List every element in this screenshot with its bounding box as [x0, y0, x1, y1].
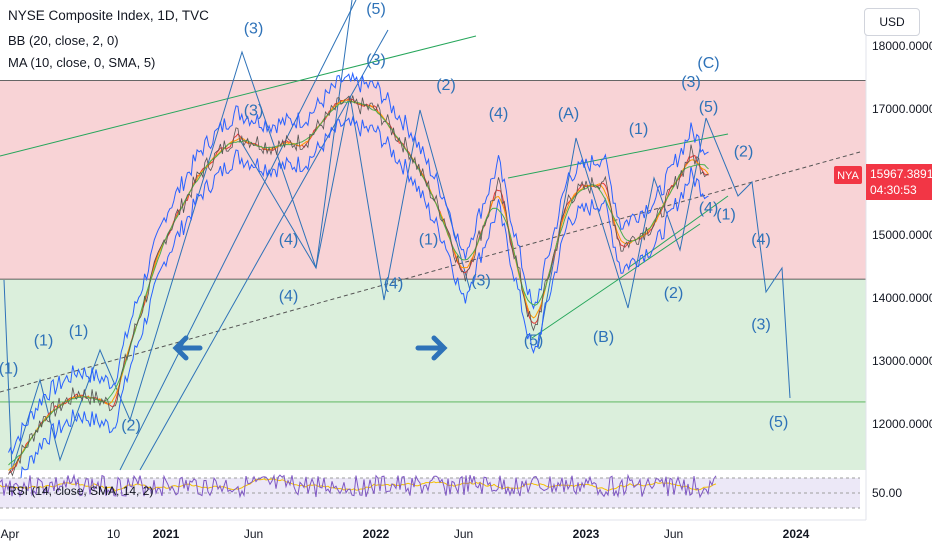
bb-upper-band	[8, 71, 709, 455]
time-tick-label: 10	[107, 527, 121, 541]
resistance-zone	[0, 80, 866, 280]
wave-label[interactable]: (4)	[384, 276, 404, 293]
wave-label[interactable]: (1)	[0, 361, 18, 378]
time-axis[interactable]: Apr 10 2021 Jun 2022 Jun 2023 Jun 2024	[1, 527, 810, 541]
wave-label[interactable]: (3)	[244, 102, 264, 119]
wave-label[interactable]: (5)	[699, 99, 719, 116]
time-tick-label: Jun	[244, 527, 263, 541]
wave-label[interactable]: (2)	[436, 77, 456, 94]
wave-label[interactable]: (B)	[593, 329, 614, 346]
price-badge	[866, 164, 932, 200]
time-tick-label: 2021	[153, 527, 180, 541]
price-tick-label: 14000.0000	[872, 291, 932, 305]
channel-bottom-line[interactable]	[627, 195, 729, 269]
wave-projection[interactable]	[705, 117, 791, 399]
time-tick-label: Jun	[664, 527, 683, 541]
wave-label[interactable]: (3)	[366, 52, 386, 69]
price-badge-countdown: 04:30:53	[870, 183, 917, 197]
time-tick-label: 2022	[363, 527, 390, 541]
time-tick-label: Apr	[1, 527, 20, 541]
wave-path-3[interactable]	[537, 117, 707, 349]
wave-label[interactable]: (1)	[34, 332, 54, 349]
price-tick-label: 13000.0000	[872, 354, 932, 368]
price-tick-label: 18000.0000	[872, 39, 932, 53]
wave-label[interactable]: (2)	[734, 143, 754, 160]
wave-path-2[interactable]	[239, 95, 471, 301]
support-zone	[0, 279, 866, 470]
wave-label[interactable]: (3)	[244, 20, 264, 37]
drawing-layer[interactable]	[0, 0, 861, 471]
wave-steep-line-1[interactable]	[119, 0, 357, 471]
wave-label[interactable]: (4)	[279, 231, 299, 248]
time-tick-label: 2023	[573, 527, 600, 541]
time-tick-label: 2024	[783, 527, 810, 541]
price-tick-label: 15000.0000	[872, 228, 932, 242]
price-tick-label: 12000.0000	[872, 417, 932, 431]
wave-path-1[interactable]	[3, 0, 353, 471]
right-arrow-icon	[415, 335, 448, 361]
chart-title[interactable]: NYSE Composite Index, 1D, TVC	[8, 8, 209, 23]
wave-label[interactable]: (A)	[558, 105, 579, 122]
bb-lower-band	[8, 115, 709, 499]
price-axis[interactable]: 18000.000017000.000016000.000015000.0000…	[872, 39, 932, 431]
price-badge-value: 15967.3891	[870, 167, 932, 181]
wave-label[interactable]: (4)	[489, 105, 509, 122]
rsi-pane[interactable]: 50.00	[0, 473, 902, 509]
wave-label[interactable]: (5)	[366, 1, 386, 18]
ma-line-3	[8, 100, 709, 466]
wave-label[interactable]: (1)	[716, 206, 736, 223]
wave-label[interactable]: (1)	[419, 231, 439, 248]
wave-label[interactable]: (2)	[121, 417, 141, 434]
wave-label[interactable]: (1)	[629, 121, 649, 138]
dashed-trend-line[interactable]	[0, 151, 861, 393]
wave-label[interactable]: (1)	[69, 323, 89, 340]
price-tick-label: 17000.0000	[872, 102, 932, 116]
wave-label[interactable]: (3)	[751, 317, 771, 334]
wave-label[interactable]: (4)	[751, 231, 771, 248]
wave-label[interactable]: (4)	[699, 200, 719, 217]
wedge-bottom-line[interactable]	[531, 223, 701, 339]
rsi-line	[0, 473, 717, 499]
bollinger-bands	[8, 71, 709, 499]
wave-label[interactable]: (2)	[664, 285, 684, 302]
symbol-badge-text: NYA	[837, 170, 859, 182]
wave-label[interactable]: (C)	[697, 55, 719, 72]
currency-button[interactable]: USD	[864, 8, 920, 36]
symbol-badge	[834, 166, 862, 184]
rsi-indicator-legend[interactable]: RSI (14, close, SMA, 14, 2)	[8, 484, 154, 498]
channel-top-line[interactable]	[507, 133, 729, 179]
wave-steep-line-2[interactable]	[139, 29, 389, 471]
price-line	[8, 95, 709, 477]
left-arrow-icon	[172, 335, 203, 361]
time-tick-label: Jun	[454, 527, 473, 541]
wave-label[interactable]: (4)	[279, 288, 299, 305]
upper-trend-line[interactable]	[0, 35, 477, 157]
rsi-level-label: 50.00	[872, 486, 902, 500]
wave-label[interactable]: (3)	[681, 74, 701, 91]
wave-label[interactable]: (5)	[769, 414, 789, 431]
bb-indicator-legend[interactable]: BB (20, close, 2, 0)	[8, 33, 119, 48]
ma-indicator-legend[interactable]: MA (10, close, 0, SMA, 5)	[8, 55, 156, 70]
wave-label[interactable]: (3)	[471, 272, 491, 289]
last-price-badge: NYA 15967.3891 04:30:53	[834, 164, 932, 200]
wave-label[interactable]: (5)	[524, 332, 544, 349]
direction-arrows	[172, 335, 448, 361]
price-series	[8, 95, 709, 477]
wave-labels: (1)(1)(1)(2)(3)(3)(4)(4)(5)(3)(4)(1)(2)(…	[0, 1, 788, 434]
